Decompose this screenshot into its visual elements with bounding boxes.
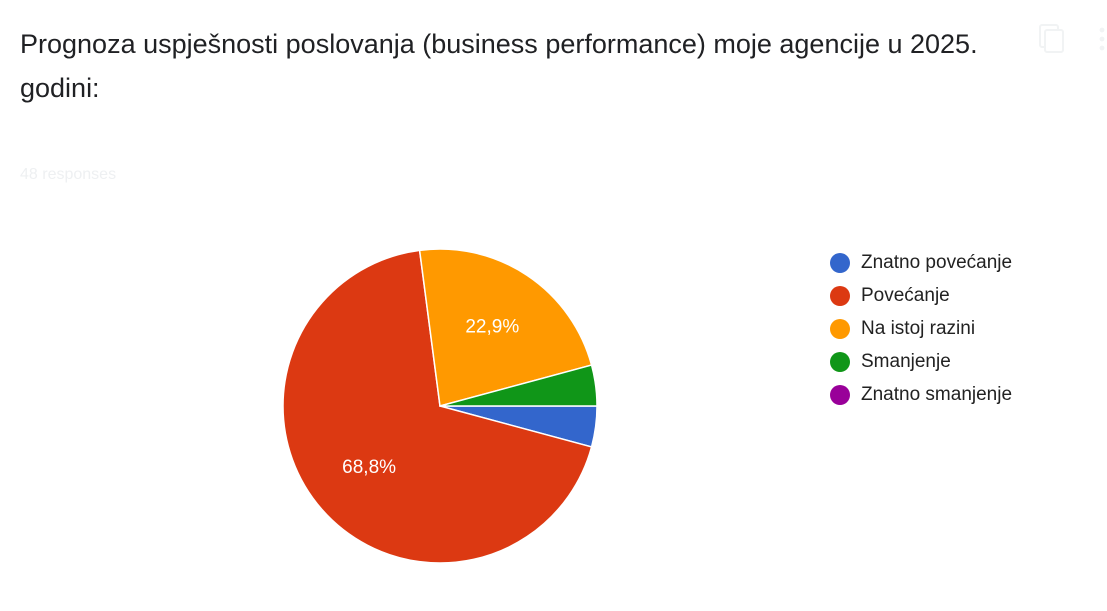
pie-chart: 68,8% 22,9% — [282, 248, 598, 564]
response-count: 48 responses — [20, 166, 117, 183]
legend-item[interactable]: Znatno smanjenje — [830, 378, 1012, 411]
pie-slice-2[interactable] — [282, 249, 593, 564]
pie-data-label: 68,8% — [342, 457, 396, 478]
copy-chart-button[interactable] — [1030, 18, 1070, 58]
legend-label: Znatno smanjenje — [861, 383, 1013, 405]
legend-item[interactable]: Smanjenje — [830, 345, 1012, 378]
legend-item[interactable]: Na istoj razini — [830, 312, 1012, 345]
pie-data-label: 22,9% — [465, 317, 519, 338]
legend-label: Znatno povećanje — [861, 251, 1013, 273]
more-options-button[interactable] — [1082, 24, 1107, 54]
pie-slice-3[interactable] — [418, 248, 593, 407]
more-vert-icon — [1099, 27, 1105, 51]
chart-legend: Znatno povećanje Povećanje Na istoj razini… — [830, 246, 1012, 411]
legend-label: Na istoj razini — [861, 317, 976, 339]
question-title: Prognoza uspješnosti poslovanja (busines… — [20, 29, 978, 103]
pie-slice-4[interactable] — [439, 364, 598, 407]
copy-icon — [1039, 24, 1064, 53]
legend-swatch — [830, 351, 850, 372]
legend-label: Povećanje — [861, 284, 950, 306]
legend-swatch — [830, 384, 850, 405]
legend-label: Smanjenje — [861, 350, 951, 372]
legend-item[interactable]: Povećanje — [830, 279, 1012, 312]
legend-swatch — [830, 285, 850, 306]
legend-swatch — [830, 318, 850, 339]
legend-item[interactable]: Znatno povećanje — [830, 246, 1012, 279]
legend-swatch — [830, 252, 850, 273]
